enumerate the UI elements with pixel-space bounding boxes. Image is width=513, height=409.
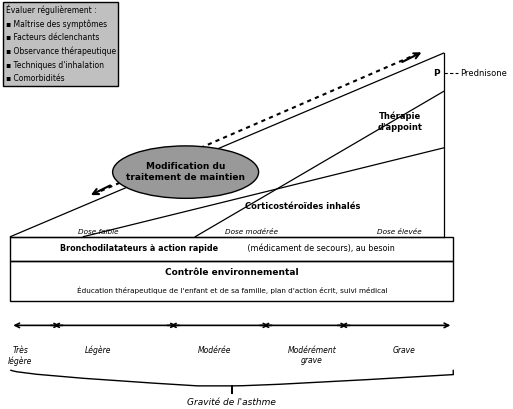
Text: Modification du
traitement de maintien: Modification du traitement de maintien — [126, 162, 245, 182]
Text: Dose faible: Dose faible — [77, 229, 119, 235]
Text: Modérément
grave: Modérément grave — [288, 346, 337, 365]
Text: Dose modérée: Dose modérée — [225, 229, 278, 235]
Text: P: P — [433, 69, 440, 78]
Text: Dose élevée: Dose élevée — [378, 229, 422, 235]
Text: (médicament de secours), au besoin: (médicament de secours), au besoin — [245, 244, 394, 253]
Bar — [10, 237, 453, 261]
Text: Très
légère: Très légère — [8, 346, 32, 366]
Text: Évaluer régulièrement :
▪ Maîtrise des symptômes
▪ Facteurs déclenchants
▪ Obser: Évaluer régulièrement : ▪ Maîtrise des s… — [6, 5, 116, 83]
Text: Modérée: Modérée — [198, 346, 231, 355]
Text: Contrôle environnemental: Contrôle environnemental — [165, 267, 299, 276]
Text: Légère: Légère — [85, 346, 111, 355]
Ellipse shape — [113, 146, 259, 198]
Text: Grave: Grave — [393, 346, 416, 355]
Text: Gravité de l'asthme: Gravité de l'asthme — [187, 398, 277, 407]
Text: Prednisone: Prednisone — [461, 69, 507, 78]
Text: Bronchodilatateurs à action rapide: Bronchodilatateurs à action rapide — [61, 244, 219, 253]
Text: Éducation thérapeutique de l'enfant et de sa famille, plan d'action écrit, suivi: Éducation thérapeutique de l'enfant et d… — [76, 286, 387, 294]
Text: Corticostéroïdes inhalés: Corticostéroïdes inhalés — [245, 202, 360, 211]
Bar — [10, 261, 453, 301]
Text: Thérapie
d'appoint: Thérapie d'appoint — [377, 112, 422, 132]
